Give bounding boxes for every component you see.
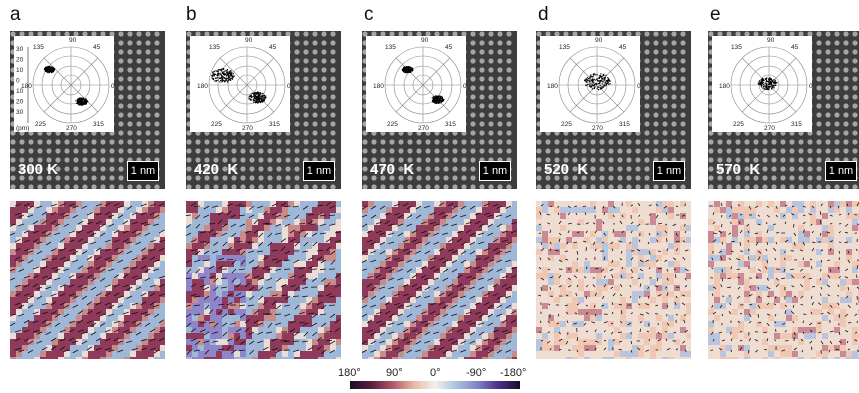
scale-bar: 1 nm: [479, 161, 511, 181]
polar-angle-label: 135: [731, 44, 742, 51]
polar-angle-label: 135: [559, 44, 570, 51]
polar-angle-label: 0: [637, 83, 640, 90]
panel-letter-b: b: [186, 4, 197, 25]
polar-angle-label: 90: [69, 37, 77, 44]
polar-angle-label: 0: [111, 83, 114, 90]
polar-angle-label: 0: [463, 83, 466, 90]
polar-displacement-plot: 90 45 0 315 270 225 180 135: [712, 36, 812, 132]
polar-angle-label: 90: [421, 37, 429, 44]
radial-tick-label: 30: [16, 109, 24, 116]
radial-tick-label: 10: [16, 88, 24, 95]
scale-bar: 1 nm: [127, 161, 159, 181]
stem-image-c: 470 K 1 nm 90 45 0 315 270 225 180 135: [362, 31, 517, 189]
polar-displacement-plot: 90 45 0 315 270 225 180 135: [540, 36, 640, 132]
polar-angle-label: 315: [791, 121, 802, 128]
polar-angle-label: 135: [209, 44, 220, 51]
temperature-label: 420 K: [194, 161, 239, 178]
polar-angle-label: 180: [197, 83, 208, 90]
polarization-map-a: [10, 201, 165, 359]
colorbar-label: 90°: [386, 367, 403, 379]
colorbar-label: 180°: [338, 367, 361, 379]
polar-angle-label: 270: [66, 125, 77, 132]
stem-image-d: 520 K 1 nm 90 45 0 315 270 225 180 135: [536, 31, 691, 189]
polar-displacement-plot: 90 45 0 315 270 225 180 135: [190, 36, 290, 132]
temperature-label: 570 K: [716, 161, 761, 178]
polar-angle-label: 315: [269, 121, 280, 128]
radial-tick-label: 30: [16, 46, 24, 53]
polar-angle-label: 45: [619, 44, 627, 51]
polar-angle-label: 225: [561, 121, 572, 128]
polar-angle-label: 45: [93, 44, 101, 51]
panel-letter-e: e: [710, 4, 721, 25]
polarization-field: [708, 201, 859, 359]
polarization-field: [536, 201, 691, 359]
polarization-map-b: [186, 201, 341, 359]
polar-angle-label: 270: [418, 125, 429, 132]
polar-angle-label: 270: [764, 125, 775, 132]
polar-angle-label: 225: [387, 121, 398, 128]
stem-image-b: 420 K 1 nm 90 45 0 315 270 225 180 135: [186, 31, 341, 189]
polar-angle-label: 90: [767, 37, 775, 44]
polar-angle-label: 0: [287, 83, 290, 90]
polar-angle-label: 270: [592, 125, 603, 132]
polar-angle-label: 225: [211, 121, 222, 128]
polarization-map-d: [536, 201, 691, 359]
panel-letter-c: c: [364, 4, 374, 25]
polar-angle-label: 180: [373, 83, 384, 90]
scale-bar: 1 nm: [303, 161, 335, 181]
panel-letter-a: a: [10, 4, 21, 25]
polarization-field: [186, 201, 341, 359]
polarization-field: [362, 201, 517, 359]
temperature-label: 520 K: [544, 161, 589, 178]
radial-tick-label: 20: [16, 99, 24, 106]
polar-angle-label: 270: [242, 125, 253, 132]
polar-angle-label: 90: [595, 37, 603, 44]
colorbar-label: -180°: [500, 367, 527, 379]
phase-colorbar: [350, 381, 520, 389]
polar-angle-label: 0: [809, 83, 812, 90]
polar-angle-label: 315: [619, 121, 630, 128]
colorbar-label: -90°: [466, 367, 487, 379]
polar-angle-label: 45: [445, 44, 453, 51]
polar-displacement-plot: 90 45 0 315 270 225 180 135: [366, 36, 466, 132]
radial-tick-label: 10: [16, 67, 24, 74]
polar-angle-label: 225: [733, 121, 744, 128]
temperature-label: 470 K: [370, 161, 415, 178]
polarization-field: [10, 201, 165, 359]
polar-angle-label: 45: [791, 44, 799, 51]
polarization-map-c: [362, 201, 517, 359]
polar-angle-label: 315: [445, 121, 456, 128]
polar-angle-label: 180: [547, 83, 558, 90]
panel-letter-d: d: [538, 4, 549, 25]
radial-tick-label: 20: [16, 57, 24, 64]
scale-bar: 1 nm: [653, 161, 685, 181]
polar-angle-label: 45: [269, 44, 277, 51]
polar-angle-label: 135: [385, 44, 396, 51]
radial-tick-label: 0: [16, 78, 20, 85]
radial-unit-label: (pm): [16, 125, 29, 132]
polar-angle-label: 135: [33, 44, 44, 51]
polar-displacement-plot: 90 45 0 315 270 225 180 135 30 20 10 0 10 20 30 (pm): [14, 36, 114, 132]
stem-image-a: 300 K 1 nm 90 45 0 315 270 225 180 135 30 20 10 0 10…: [10, 31, 165, 189]
polar-angle-label: 90: [245, 37, 253, 44]
polarization-map-e: [708, 201, 859, 359]
polar-angle-label: 180: [719, 83, 730, 90]
colorbar-label: 0°: [430, 367, 441, 379]
stem-image-e: 570 K 1 nm 90 45 0 315 270 225 180 135: [708, 31, 859, 189]
polar-angle-label: 225: [35, 121, 46, 128]
scale-bar: 1 nm: [825, 161, 857, 181]
polar-angle-label: 180: [21, 83, 32, 90]
temperature-label: 300 K: [18, 161, 59, 178]
polar-angle-label: 315: [93, 121, 104, 128]
